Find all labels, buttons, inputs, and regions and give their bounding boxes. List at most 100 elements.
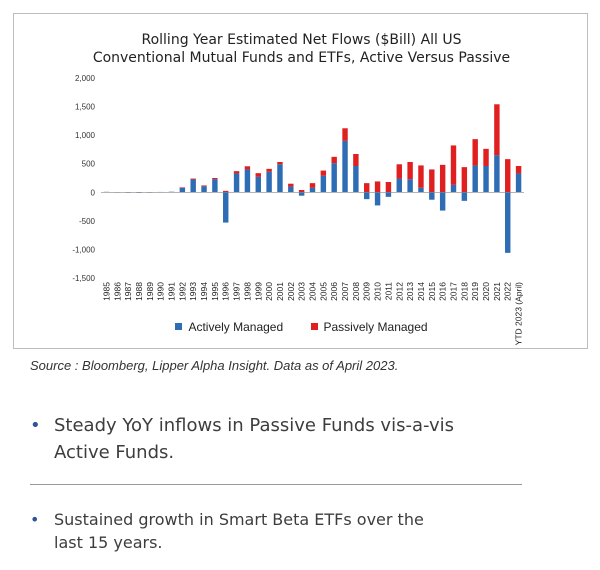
x-tick-label: 1986	[112, 282, 122, 301]
x-tick-label: 1992	[177, 282, 187, 301]
legend-item-passive: Passively Managed	[310, 320, 428, 334]
bar-actively-managed	[450, 184, 457, 193]
bar-actively-managed	[331, 163, 337, 193]
bullet-dot-icon: •	[30, 415, 41, 436]
x-tick-label: 2017	[449, 282, 459, 301]
legend-label-active: Actively Managed	[188, 320, 284, 334]
bar-passively-managed	[266, 168, 272, 172]
chart-panel: Rolling Year Estimated Net Flows ($Bill)…	[13, 13, 588, 349]
x-tick-label: 2008	[351, 282, 361, 301]
bar-actively-managed	[244, 169, 251, 193]
x-tick-label: 1987	[123, 282, 133, 301]
x-tick-label: 1995	[210, 282, 220, 301]
bar-passively-managed	[190, 178, 196, 180]
bar-actively-managed	[364, 192, 370, 200]
x-tick-label: 2016	[438, 282, 448, 301]
bullet-text-2-line-1: Sustained growth in Smart Beta ETFs over…	[54, 510, 424, 529]
x-tick-label: 2012	[394, 282, 404, 301]
bar-passively-managed	[244, 166, 251, 170]
x-tick-label: 2003	[297, 282, 307, 301]
x-tick-label: 1988	[134, 282, 144, 301]
bar-passively-managed	[179, 187, 186, 189]
chart-legend: Actively Managed Passively Managed	[14, 320, 589, 334]
bar-passively-managed	[450, 145, 457, 185]
x-tick-label: 2002	[286, 282, 296, 301]
x-tick-label: YTD 2023 (April)	[514, 282, 524, 345]
bar-actively-managed	[385, 192, 392, 197]
bar-actively-managed	[320, 175, 327, 193]
y-tick-label: 0	[91, 188, 96, 197]
bar-passively-managed	[505, 159, 511, 193]
bar-passively-managed	[233, 171, 240, 174]
x-tick-label: 1990	[156, 282, 166, 301]
bar-actively-managed	[439, 192, 446, 211]
bullet-text-1-line-2: Active Funds.	[54, 442, 175, 463]
bar-actively-managed	[483, 166, 489, 193]
bar-actively-managed	[179, 188, 186, 193]
bar-actively-managed	[212, 179, 218, 193]
bar-actively-managed	[353, 166, 359, 193]
bar-actively-managed	[461, 192, 468, 201]
bar-passively-managed	[277, 162, 283, 165]
source-note: Source : Bloomberg, Lipper Alpha Insight…	[30, 358, 399, 373]
x-tick-label: 2006	[329, 282, 339, 301]
x-tick-label: 2001	[275, 282, 285, 301]
bar-actively-managed	[298, 192, 305, 196]
x-tick-label: 1991	[167, 282, 177, 301]
chart-title: Rolling Year Estimated Net Flows ($Bill)…	[14, 31, 589, 67]
bullet-text-1-line-1: Steady YoY inflows in Passive Funds vis-…	[54, 415, 455, 436]
bar-actively-managed	[309, 187, 316, 193]
bar-actively-managed	[429, 192, 435, 200]
bar-actively-managed	[515, 173, 522, 193]
x-tick-label: 2018	[459, 282, 469, 301]
x-tick-label: 1997	[232, 282, 242, 301]
x-tick-label: 1994	[199, 282, 209, 301]
x-tick-label: 2004	[308, 282, 318, 301]
bar-passively-managed	[472, 139, 478, 166]
x-tick-label: 2013	[405, 282, 415, 301]
legend-swatch-active	[175, 323, 183, 331]
y-tick-label: 500	[82, 160, 96, 169]
x-tick-label: 2009	[362, 282, 372, 301]
chart-title-line-2: Conventional Mutual Funds and ETFs, Acti…	[92, 50, 511, 66]
bar-actively-managed	[505, 192, 511, 253]
x-tick-label: 2020	[481, 282, 491, 301]
bar-actively-managed	[494, 155, 500, 193]
x-tick-label: 2015	[427, 282, 437, 301]
x-tick-label: 2010	[373, 282, 383, 301]
bar-actively-managed	[255, 176, 261, 193]
bar-passively-managed	[298, 190, 305, 193]
x-tick-label: 2005	[318, 282, 328, 301]
y-tick-label: -1,000	[72, 245, 95, 254]
bar-passively-managed	[201, 185, 207, 187]
bullet-dot-icon: •	[30, 510, 40, 529]
x-tick-label: 2000	[264, 282, 274, 301]
x-tick-label: 1985	[101, 282, 111, 301]
bar-passively-managed	[418, 165, 424, 188]
x-tick-label: 2022	[503, 282, 513, 301]
x-tick-label: 1999	[253, 282, 263, 301]
bar-passively-managed	[374, 181, 381, 193]
bar-passively-managed	[515, 166, 522, 174]
bar-actively-managed	[266, 171, 272, 193]
y-tick-label: -500	[79, 217, 96, 226]
bar-passively-managed	[309, 183, 316, 188]
bar-passively-managed	[494, 104, 500, 156]
bar-passively-managed	[288, 183, 294, 187]
bar-passively-managed	[385, 182, 392, 193]
bar-passively-managed	[331, 156, 337, 164]
x-tick-label: 1998	[242, 282, 252, 301]
x-tick-label: 1996	[221, 282, 231, 301]
legend-swatch-passive	[310, 323, 318, 331]
x-tick-label: 2021	[492, 282, 502, 301]
legend-label-passive: Passively Managed	[323, 320, 428, 334]
bar-passively-managed	[255, 173, 261, 177]
bar-passively-managed	[212, 178, 218, 180]
x-tick-label: 1989	[145, 282, 155, 301]
bar-actively-managed	[288, 186, 294, 193]
bar-passively-managed	[461, 167, 468, 193]
y-tick-label: 1,500	[75, 103, 96, 112]
bullet-item-1: • Steady YoY inflows in Passive Funds vi…	[30, 412, 490, 466]
bullet-text-2-line-2: last 15 years.	[54, 533, 163, 552]
